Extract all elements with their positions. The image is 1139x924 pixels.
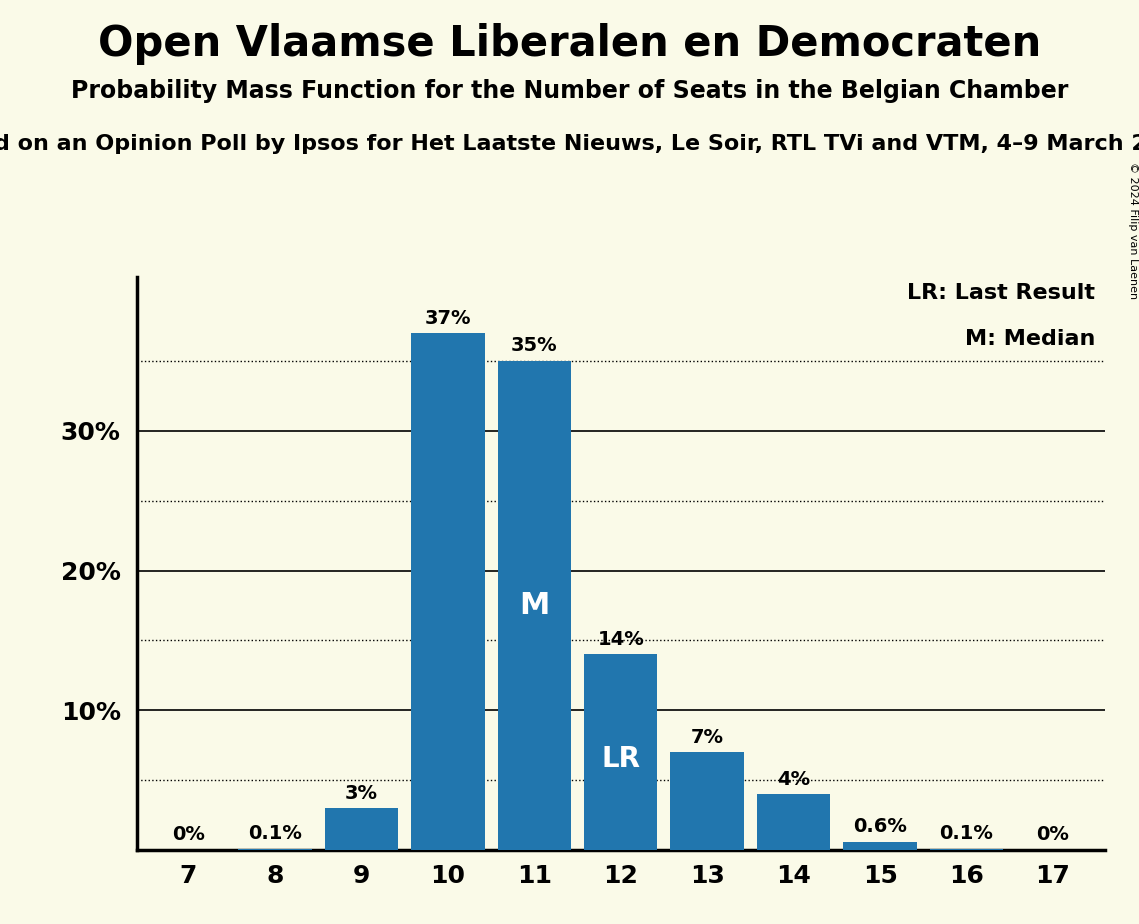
Text: 3%: 3%: [345, 784, 378, 803]
Bar: [325, 808, 399, 850]
Text: 35%: 35%: [511, 336, 558, 356]
Text: LR: Last Result: LR: Last Result: [907, 283, 1095, 303]
Text: 37%: 37%: [425, 309, 472, 327]
Text: 0.1%: 0.1%: [248, 824, 302, 843]
Text: © 2024 Filip van Laenen: © 2024 Filip van Laenen: [1129, 163, 1138, 299]
Bar: [238, 848, 312, 850]
Text: 0%: 0%: [172, 825, 205, 845]
Text: 7%: 7%: [690, 728, 723, 747]
Text: Probability Mass Function for the Number of Seats in the Belgian Chamber: Probability Mass Function for the Number…: [71, 79, 1068, 103]
Text: 4%: 4%: [777, 770, 810, 788]
Bar: [584, 654, 657, 850]
Bar: [411, 333, 484, 850]
Bar: [671, 752, 744, 850]
Bar: [498, 361, 571, 850]
Text: M: Median: M: Median: [965, 329, 1095, 348]
Bar: [929, 848, 1003, 850]
Text: 14%: 14%: [597, 630, 645, 649]
Text: Open Vlaamse Liberalen en Democraten: Open Vlaamse Liberalen en Democraten: [98, 23, 1041, 65]
Bar: [757, 795, 830, 850]
Text: 0.6%: 0.6%: [853, 817, 907, 836]
Text: 0%: 0%: [1036, 825, 1070, 845]
Text: LR: LR: [601, 746, 640, 773]
Bar: [843, 842, 917, 850]
Text: M: M: [519, 591, 549, 620]
Text: d on an Opinion Poll by Ipsos for Het Laatste Nieuws, Le Soir, RTL TVi and VTM, : d on an Opinion Poll by Ipsos for Het La…: [0, 134, 1139, 154]
Text: 0.1%: 0.1%: [940, 824, 993, 843]
